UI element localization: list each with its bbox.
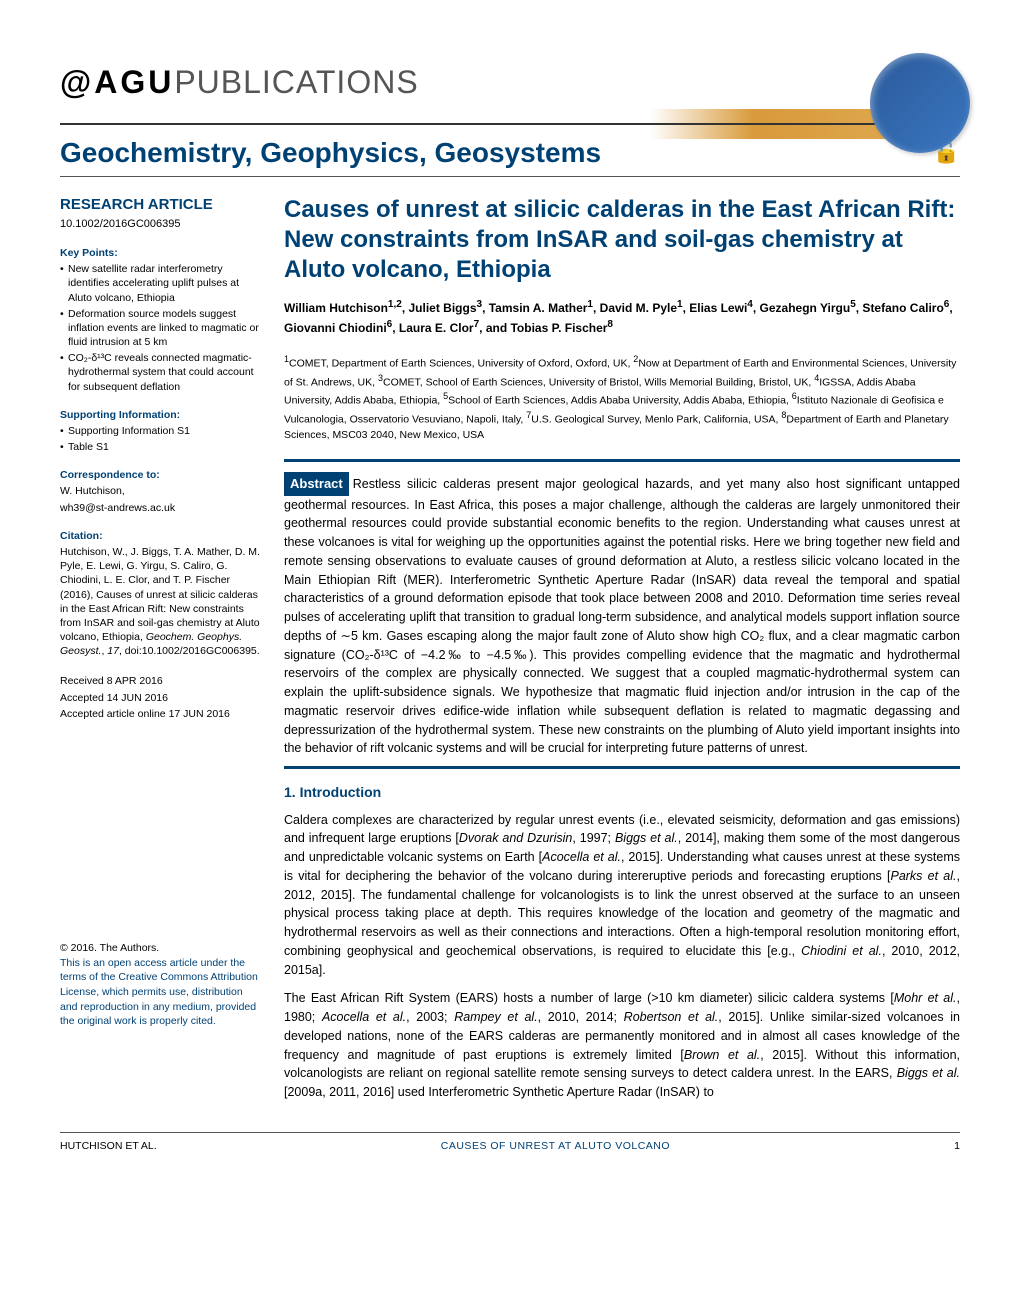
key-point: Deformation source models suggest inflat… [60, 307, 260, 350]
copyright-text: This is an open access article under the… [60, 956, 260, 1029]
footer-mid: CAUSES OF UNREST AT ALUTO VOLCANO [441, 1139, 670, 1154]
doi: 10.1002/2016GC006395 [60, 217, 260, 232]
supp-head: Supporting Information: [60, 408, 260, 422]
corr-email: wh39@st-andrews.ac.uk [60, 501, 260, 515]
accepted: Accepted 14 JUN 2016 [60, 691, 260, 705]
footer-left: HUTCHISON ET AL. [60, 1139, 157, 1154]
article-type: RESEARCH ARTICLE [60, 195, 260, 215]
supp-item: Table S1 [60, 440, 260, 454]
copyright-block: © 2016. The Authors. This is an open acc… [60, 941, 260, 1029]
top-rule [60, 123, 960, 125]
supp-list: Supporting Information S1 Table S1 [60, 424, 260, 454]
accepted-online: Accepted article online 17 JUN 2016 [60, 707, 260, 721]
journal-title: Geochemistry, Geophysics, Geosystems [60, 133, 601, 172]
journal-badge-icon [870, 53, 970, 153]
corr-name: W. Hutchison, [60, 484, 260, 498]
abstract-text: Restless silicic calderas present major … [284, 477, 960, 755]
abstract: AbstractRestless silicic calderas presen… [284, 472, 960, 758]
sidebar: RESEARCH ARTICLE 10.1002/2016GC006395 Ke… [60, 195, 260, 1112]
main-column: Causes of unrest at silicic calderas in … [284, 195, 960, 1112]
supp-item: Supporting Information S1 [60, 424, 260, 438]
abstract-rule-bottom [284, 766, 960, 769]
key-point: CO₂-δ¹³C reveals connected magmatic-hydr… [60, 351, 260, 394]
page-footer: HUTCHISON ET AL. CAUSES OF UNREST AT ALU… [60, 1132, 960, 1154]
authors: William Hutchison1,2, Juliet Biggs3, Tam… [284, 297, 960, 337]
key-points-head: Key Points: [60, 246, 260, 260]
intro-head: 1. Introduction [284, 783, 960, 803]
publisher-light: PUBLICATIONS [174, 64, 418, 100]
cite-head: Citation: [60, 529, 260, 543]
journal-rule [60, 176, 960, 177]
abstract-rule-top [284, 459, 960, 462]
key-points-list: New satellite radar interferometry ident… [60, 262, 260, 394]
abstract-label: Abstract [284, 472, 349, 496]
copyright-year: © 2016. The Authors. [60, 941, 260, 956]
intro-p1: Caldera complexes are characterized by r… [284, 811, 960, 980]
publisher-bold: @AGU [60, 64, 174, 100]
intro-p2: The East African Rift System (EARS) host… [284, 989, 960, 1102]
key-point: New satellite radar interferometry ident… [60, 262, 260, 305]
corr-head: Correspondence to: [60, 468, 260, 482]
publisher-logo: @AGUPUBLICATIONS [60, 60, 960, 105]
received: Received 8 APR 2016 [60, 674, 260, 688]
footer-right: 1 [954, 1139, 960, 1154]
citation: Hutchison, W., J. Biggs, T. A. Mather, D… [60, 545, 260, 658]
article-title: Causes of unrest at silicic calderas in … [284, 195, 960, 285]
affiliations: 1COMET, Department of Earth Sciences, Un… [284, 353, 960, 443]
